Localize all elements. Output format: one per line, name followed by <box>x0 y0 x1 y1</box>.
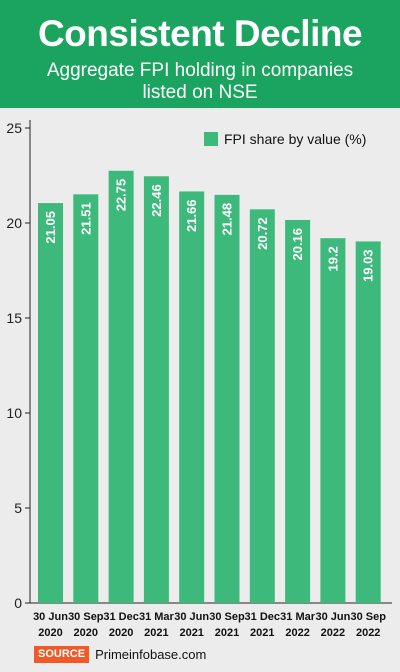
x-tick-label: 2021 <box>215 627 239 639</box>
bar <box>73 194 99 603</box>
y-tick-label: 20 <box>6 215 22 231</box>
chart-title: Consistent Decline <box>37 13 363 54</box>
bar <box>355 241 381 603</box>
bar-value-label: 19.03 <box>361 249 376 282</box>
chart-subtitle: Aggregate FPI holding in companies liste… <box>46 60 354 103</box>
x-tick-label: 30 Sep <box>209 611 245 623</box>
y-tick-label: 5 <box>14 500 22 516</box>
x-tick-label: 30 Jun <box>315 611 350 623</box>
bar-value-label: 20.16 <box>290 228 305 261</box>
source-line: SOURCE Primeinfobase.com <box>34 645 206 663</box>
legend-label: FPI share by value (%) <box>224 131 366 147</box>
bar <box>214 194 240 603</box>
bar-value-label: 21.66 <box>184 199 199 232</box>
x-tick-label: 31 Mar <box>280 611 316 623</box>
bar <box>320 238 346 603</box>
x-tick-label: 2021 <box>250 627 274 639</box>
bar-chart: 0 5 10 15 20 25 21.05 30 Jun 2020 21.51 30 Sep 2020… <box>6 120 392 639</box>
header-banner: Consistent Decline Aggregate FPI holding… <box>0 0 400 108</box>
bar-value-label: 21.48 <box>220 203 235 236</box>
x-tick-label: 30 Sep <box>350 611 386 623</box>
bar-value-label: 21.51 <box>78 202 93 235</box>
bar <box>249 209 275 603</box>
bar <box>179 191 205 603</box>
y-tick-label: 10 <box>6 405 22 421</box>
y-tick-label: 25 <box>6 120 22 136</box>
x-tick-label: 2022 <box>285 627 309 639</box>
legend-swatch <box>204 132 218 146</box>
bar-value-label: 19.2 <box>325 246 340 271</box>
bar <box>108 170 134 603</box>
x-tick-label: 31 Dec <box>245 611 280 623</box>
x-tick-label: 2022 <box>321 627 345 639</box>
x-tick-label: 31 Dec <box>103 611 138 623</box>
bar <box>143 176 169 603</box>
bar-value-label: 22.75 <box>114 179 129 212</box>
bar <box>38 203 63 604</box>
bar-value-label: 21.05 <box>43 211 58 244</box>
x-tick-label: 30 Jun <box>33 611 68 623</box>
y-tick-label: 0 <box>14 595 22 611</box>
x-tick-label: 30 Sep <box>68 611 104 623</box>
x-tick-label: 31 Mar <box>139 611 175 623</box>
x-tick-label: 30 Jun <box>174 611 209 623</box>
x-tick-label: 2022 <box>356 627 380 639</box>
bar <box>285 219 311 603</box>
x-tick-label: 2021 <box>144 627 168 639</box>
source-badge: SOURCE <box>34 645 90 663</box>
x-tick-label: 2020 <box>109 627 133 639</box>
bar-value-label: 22.46 <box>149 184 164 217</box>
bar-value-label: 20.72 <box>255 217 270 250</box>
x-tick-label: 2020 <box>74 627 98 639</box>
source-text: Primeinfobase.com <box>95 646 207 662</box>
x-tick-label: 2021 <box>179 627 203 639</box>
x-tick-label: 2020 <box>38 627 62 639</box>
y-tick-label: 15 <box>6 310 22 326</box>
